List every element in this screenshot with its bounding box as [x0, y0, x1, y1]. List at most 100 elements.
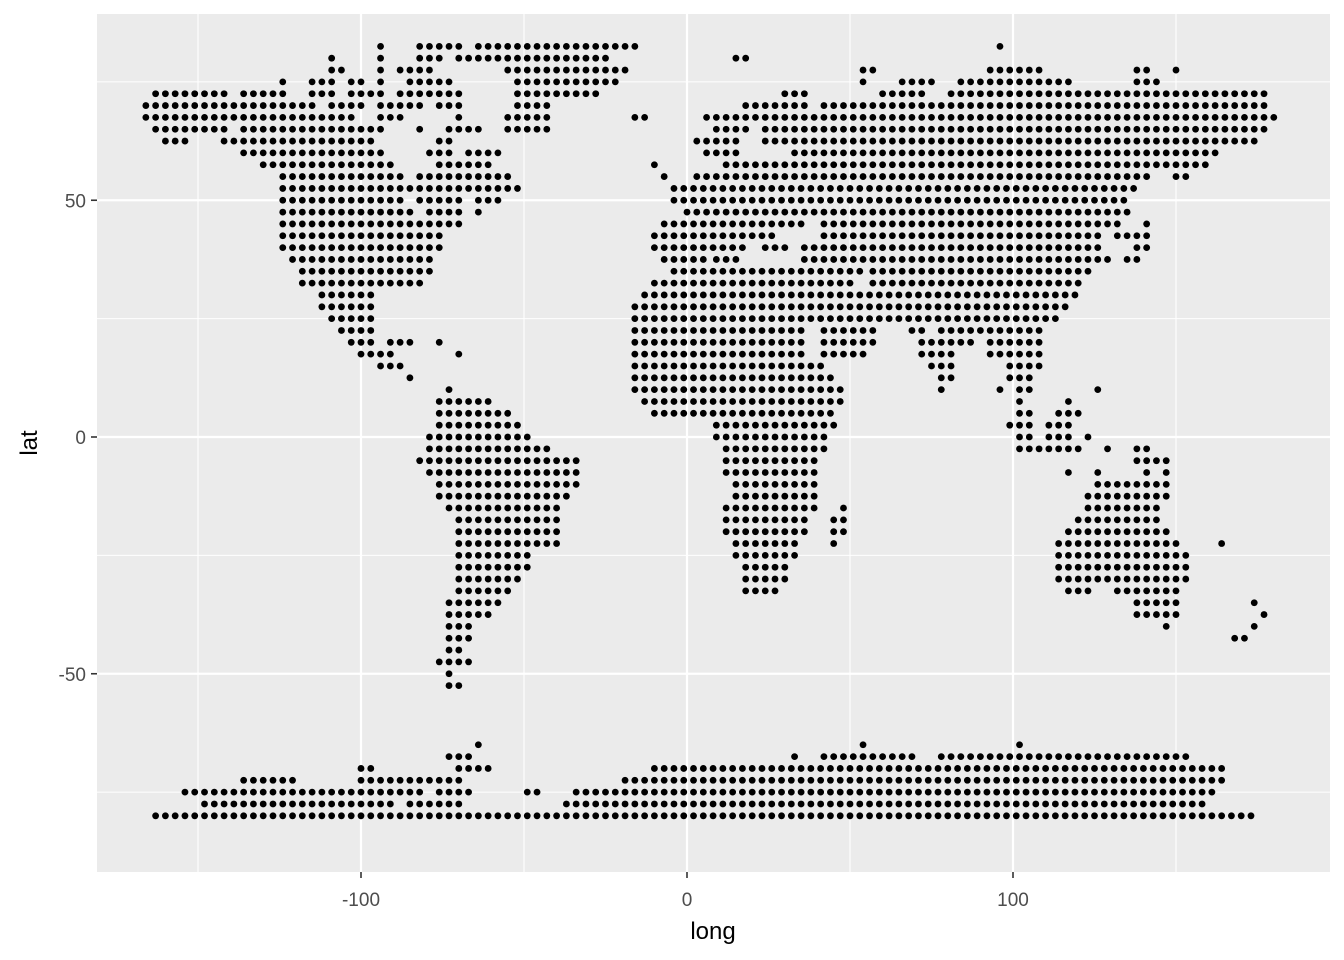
data-point — [250, 788, 257, 796]
data-point — [474, 480, 482, 488]
data-point — [840, 113, 847, 121]
data-point — [830, 421, 838, 429]
data-point — [670, 350, 678, 358]
data-point — [1143, 244, 1151, 252]
data-point — [1172, 611, 1180, 618]
data-point — [967, 220, 975, 228]
data-point — [954, 303, 961, 311]
data-point — [386, 338, 394, 346]
data-point — [1162, 623, 1170, 630]
data-point — [1182, 575, 1190, 583]
data-point — [996, 267, 1004, 275]
data-point — [888, 90, 896, 98]
data-point — [1016, 445, 1023, 453]
data-point — [1025, 433, 1033, 441]
data-point — [523, 433, 531, 441]
data-point — [1094, 125, 1102, 133]
data-point — [435, 469, 443, 476]
data-point — [1149, 800, 1157, 808]
data-point — [1045, 433, 1053, 441]
data-point — [967, 137, 975, 145]
data-point — [455, 350, 463, 358]
data-point — [1045, 90, 1053, 98]
data-point — [318, 161, 326, 169]
data-point — [761, 445, 769, 453]
data-point — [817, 196, 825, 204]
data-point — [1162, 563, 1170, 571]
data-point — [1016, 327, 1023, 334]
data-point — [1250, 125, 1258, 133]
data-point — [465, 433, 472, 441]
data-point — [514, 528, 521, 536]
data-point — [924, 315, 932, 323]
data-point — [875, 291, 883, 299]
data-point — [827, 303, 834, 311]
data-point — [1143, 611, 1151, 618]
data-point — [680, 327, 688, 334]
data-point — [328, 291, 336, 299]
data-point — [494, 457, 502, 465]
data-point — [1221, 102, 1229, 109]
data-point — [445, 599, 453, 607]
data-point — [1055, 563, 1063, 571]
data-point — [523, 469, 531, 476]
data-point — [739, 398, 746, 405]
data-point — [289, 812, 296, 820]
data-point — [703, 149, 710, 157]
data-point — [729, 409, 737, 417]
data-point — [888, 220, 896, 228]
data-point — [298, 220, 306, 228]
data-point — [1074, 267, 1082, 275]
data-point — [898, 220, 906, 228]
data-point — [328, 54, 336, 62]
data-point — [947, 350, 955, 358]
data-point — [357, 102, 365, 109]
data-point — [230, 812, 238, 820]
data-point — [1055, 232, 1063, 240]
data-point — [787, 788, 795, 796]
data-point — [820, 753, 828, 761]
data-point — [758, 303, 766, 311]
data-point — [201, 113, 208, 121]
data-point — [181, 102, 189, 109]
data-point — [1084, 753, 1092, 761]
data-point — [830, 244, 838, 252]
data-point — [967, 113, 975, 121]
data-point — [1104, 753, 1111, 761]
data-point — [758, 338, 766, 346]
data-point — [1084, 149, 1092, 157]
data-point — [465, 634, 472, 642]
data-point — [957, 753, 965, 761]
data-point — [849, 220, 857, 228]
data-point — [621, 800, 629, 808]
data-point — [553, 54, 560, 62]
data-point — [898, 125, 906, 133]
data-point — [1074, 587, 1082, 595]
data-point — [1016, 208, 1023, 216]
data-point — [986, 220, 994, 228]
data-point — [768, 196, 776, 204]
data-point — [778, 338, 785, 346]
data-point — [504, 421, 512, 429]
data-point — [1006, 173, 1014, 180]
data-point — [494, 196, 502, 204]
data-point — [908, 208, 916, 216]
data-point — [514, 66, 521, 74]
data-point — [709, 232, 717, 240]
data-point — [800, 113, 808, 121]
data-point — [993, 315, 1001, 323]
data-point — [1100, 812, 1108, 820]
data-point — [1081, 765, 1089, 772]
data-point — [445, 634, 453, 642]
data-point — [328, 102, 336, 109]
data-point — [455, 682, 463, 689]
data-point — [455, 492, 463, 500]
data-point — [367, 220, 375, 228]
data-point — [866, 812, 873, 820]
data-point — [338, 327, 345, 334]
data-point — [849, 232, 857, 240]
data-point — [572, 90, 580, 98]
data-point — [377, 256, 384, 263]
data-point — [377, 102, 384, 109]
data-point — [641, 113, 649, 121]
